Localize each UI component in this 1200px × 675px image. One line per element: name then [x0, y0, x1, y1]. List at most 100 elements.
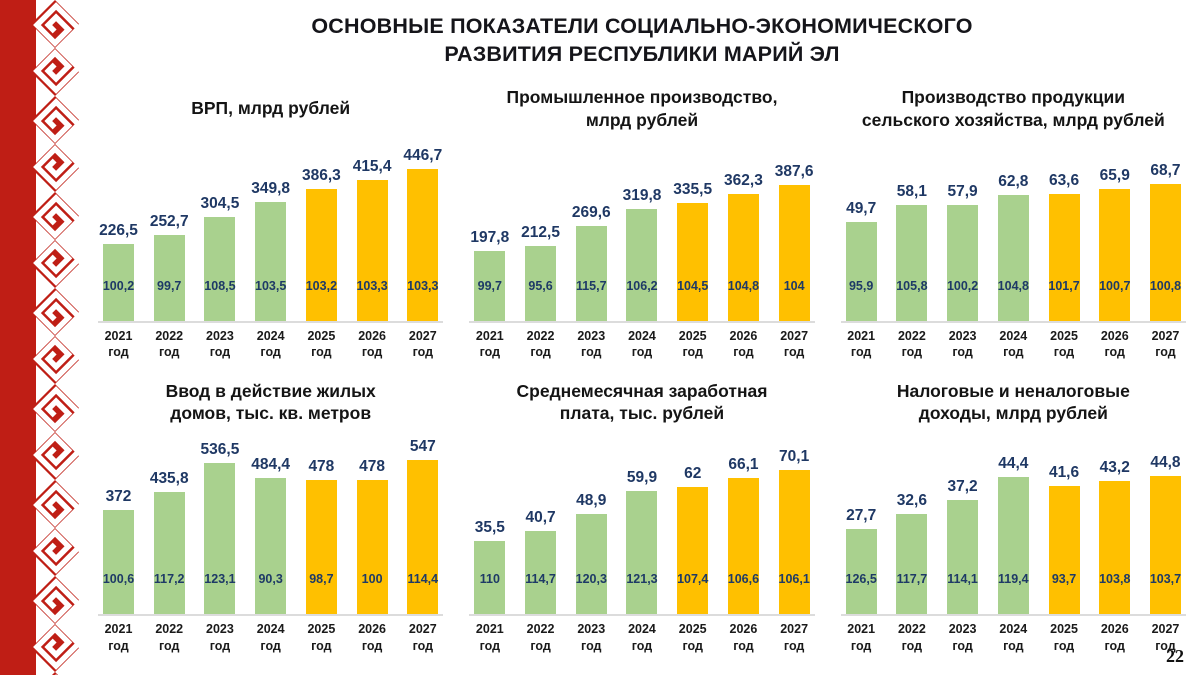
bar-group: 49,7 95,9 [845, 143, 877, 321]
growth-label: 119,4 [998, 572, 1029, 587]
bar-group: 27,7 126,5 [846, 436, 877, 615]
bars-area: 197,8 99,7 212,5 95,6 269,6 115,7 319,8 106,2 33… [469, 143, 815, 323]
bar-group: 362,3 104,8 [724, 143, 763, 321]
value-label: 35,5 [474, 519, 505, 537]
bar-group: 415,4 103,3 [353, 143, 391, 321]
bar-forecast: 104,5 [677, 202, 709, 321]
bar-group: 68,7 100,8 [1150, 143, 1181, 321]
bar-forecast: 114,4 [407, 460, 439, 615]
year-label: 2023 год [948, 622, 977, 653]
bar-actual: 114,1 [947, 500, 979, 615]
growth-label: 95,9 [848, 278, 874, 293]
year-label: 2026 год [729, 622, 758, 653]
year-label: 2022 год [897, 622, 926, 653]
growth-label: 100,7 [1099, 278, 1131, 293]
bars-area: 35,5 110 40,7 114,7 48,9 120,3 59,9 121,3 62 107,… [469, 436, 815, 617]
year-label: 2025 год [1050, 328, 1078, 359]
growth-label: 100,8 [1149, 278, 1182, 293]
chart-housing: Ввод в действие жилых домов, тыс. кв. ме… [98, 376, 444, 654]
bar-group: 43,2 103,8 [1099, 436, 1130, 615]
growth-label: 114,7 [525, 572, 556, 587]
bar-forecast: 103,7 [1150, 476, 1181, 615]
bar-actual: 114,7 [525, 531, 557, 615]
year-label: 2025 год [307, 622, 336, 653]
bar-actual: 115,7 [575, 225, 607, 321]
value-label: 478 [308, 458, 335, 476]
bar-group: 304,5 108,5 [201, 143, 239, 321]
year-label: 2027 год [408, 622, 437, 653]
value-label: 197,8 [470, 228, 510, 246]
chart-salary: Среднемесячная заработная плата, тыс. ру… [469, 376, 815, 654]
value-label: 252,7 [149, 212, 189, 230]
bar-group: 547 114,4 [407, 436, 439, 615]
bar-actual: 100,2 [103, 243, 134, 321]
chart-title: Среднемесячная заработная плата, тыс. ру… [516, 380, 768, 424]
bar-forecast: 104 [778, 184, 810, 321]
year-label: 2026 год [358, 622, 386, 653]
year-label: 2023 год [206, 622, 234, 653]
bar-forecast: 106,6 [728, 478, 759, 615]
growth-label: 104,5 [677, 278, 709, 293]
bars-area: 226,5 100,2 252,7 99,7 304,5 108,5 349,8 103,5 3… [98, 143, 444, 323]
growth-label: 110 [479, 572, 500, 587]
bar-group: 372 100,6 [103, 436, 134, 615]
value-label: 269,6 [571, 203, 611, 221]
growth-label: 114,1 [947, 572, 978, 587]
bar-forecast: 100 [356, 480, 388, 615]
year-label: 2023 год [577, 328, 606, 359]
growth-label: 101,7 [1048, 278, 1080, 293]
years-row: 2021 год 2022 год 2023 год 2024 год 2025 год… [98, 616, 443, 654]
bars-area: 49,7 95,9 58,1 105,8 57,9 100,2 62,8 104,8 63,6 1… [840, 143, 1186, 323]
bar-forecast: 100,7 [1099, 188, 1131, 321]
bar-actual: 117,2 [153, 492, 185, 615]
value-label: 484,4 [251, 456, 291, 474]
bar-group: 252,7 99,7 [150, 143, 189, 321]
growth-label: 107,4 [677, 572, 709, 587]
bar-actual: 100,2 [946, 204, 979, 321]
value-label: 547 [409, 438, 436, 456]
chart-title: ВРП, млрд рублей [191, 98, 351, 119]
growth-label: 90,3 [258, 572, 283, 587]
year-label: 2024 год [628, 328, 656, 359]
bar-actual: 95,9 [845, 221, 877, 321]
year-label: 2021 год [475, 622, 504, 653]
value-label: 212,5 [521, 223, 560, 241]
bar-group: 319,8 106,2 [623, 143, 661, 321]
bar-group: 387,6 104 [775, 143, 814, 321]
bar-forecast: 107,4 [677, 487, 709, 615]
value-label: 478 [359, 458, 386, 476]
bar-group: 62,8 104,8 [998, 143, 1029, 321]
bar-group: 59,9 121,3 [626, 436, 658, 615]
value-label: 415,4 [352, 157, 392, 175]
value-label: 70,1 [779, 448, 810, 466]
bars-area: 372 100,6 435,8 117,2 536,5 123,1 484,4 90,3 478… [98, 436, 444, 617]
value-label: 40,7 [525, 509, 556, 527]
year-label: 2026 год [358, 328, 386, 359]
growth-label: 99,7 [477, 278, 502, 293]
year-label: 2026 год [1100, 328, 1129, 359]
bar-group: 484,4 90,3 [251, 436, 290, 615]
year-label: 2025 год [1050, 622, 1078, 653]
growth-label: 104,8 [727, 278, 760, 293]
bar-group: 66,1 106,6 [728, 436, 759, 615]
growth-label: 100,2 [946, 278, 979, 293]
bar-group: 40,7 114,7 [525, 436, 557, 615]
bar-group: 63,6 101,7 [1048, 143, 1080, 321]
bar-group: 44,4 119,4 [997, 436, 1029, 615]
year-label: 2024 год [999, 328, 1028, 359]
bar-actual: 120,3 [576, 514, 607, 615]
year-label: 2024 год [628, 622, 656, 653]
year-label: 2027 год [408, 328, 437, 359]
growth-label: 106,1 [778, 572, 810, 587]
growth-label: 98,7 [309, 572, 334, 587]
bar-forecast: 103,8 [1099, 481, 1130, 615]
year-label: 2022 год [526, 328, 555, 359]
chart-vrp: ВРП, млрд рублей 226,5 100,2 252,7 99,7 304,… [98, 83, 444, 361]
bar-actual: 103,5 [255, 201, 286, 321]
growth-label: 106,2 [626, 278, 658, 293]
slide-title: ОСНОВНЫЕ ПОКАЗАТЕЛИ СОЦИАЛЬНО-ЭКОНОМИЧЕС… [311, 14, 973, 67]
year-label: 2021 год [847, 622, 876, 653]
years-row: 2021 год 2022 год 2023 год 2024 год 2025 год… [841, 323, 1186, 361]
years-row: 2021 год 2022 год 2023 год 2024 год 2025 год… [469, 323, 814, 361]
value-label: 68,7 [1150, 161, 1181, 179]
